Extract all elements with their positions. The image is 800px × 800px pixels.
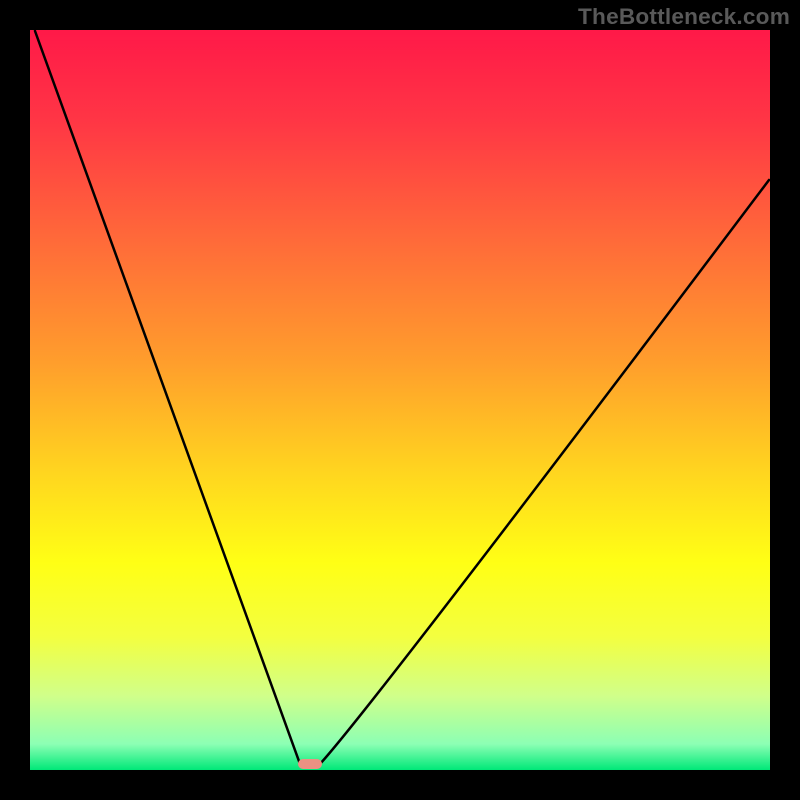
watermark-text: TheBottleneck.com (578, 4, 790, 30)
v-curve (35, 31, 769, 764)
plot-frame (30, 30, 770, 770)
curve-layer (30, 30, 770, 770)
vertex-marker (298, 759, 322, 769)
